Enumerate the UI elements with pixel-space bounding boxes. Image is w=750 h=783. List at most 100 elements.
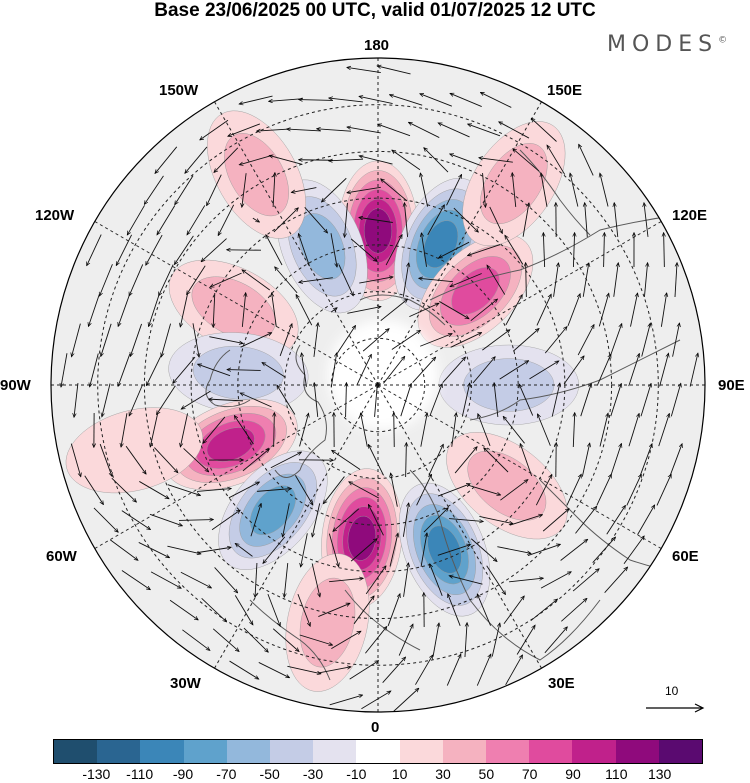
wind-arrow [252,217,259,222]
wind-arrow [242,173,247,207]
wind-arrow [359,156,393,165]
wind-arrow [304,206,328,232]
wind-arrow [129,264,144,295]
wind-arrow [350,238,377,261]
meridian-line [377,384,542,669]
wind-arrow [361,691,390,710]
wind-arrow [609,324,621,357]
wind-arrow [269,98,303,102]
colorbar-swatch [486,740,530,763]
wind-arrow [150,413,159,446]
wind-arrow [125,445,146,474]
wind-arrow [404,203,409,237]
wind-arrow [487,265,506,295]
wind-arrow [389,533,398,567]
wind-arrow [329,98,363,103]
wind-arrow [530,599,557,622]
colorbar-tick-label: -70 [216,766,237,782]
wind-arrow [428,445,443,476]
wind-arrow [185,146,208,173]
wind-arrow [450,333,482,348]
wind-arrow [420,413,427,447]
wind-arrow [393,688,418,712]
wind-arrow [287,129,321,131]
wind-arrow [412,357,436,383]
wind-arrow [275,267,298,294]
wind-arrow [258,662,289,677]
wind-arrow [626,475,641,506]
wind-arrow [365,627,386,654]
wind-arrow [362,329,389,352]
wind-arrow [257,128,291,131]
wind-arrow [302,353,307,387]
wind-arrow [333,508,360,531]
anomaly-contour [299,577,356,668]
wind-arrow [228,123,261,136]
wind-arrow [180,571,211,588]
wind-arrow [512,173,517,207]
colorbar-tick-label: 110 [605,766,628,782]
wind-arrow [402,503,408,537]
wind-arrow [240,393,272,408]
wind-arrow [200,119,229,139]
wind-arrow [347,186,381,192]
modes-logo: MODES© [607,32,727,57]
colorbar-tick-label: -30 [302,766,324,782]
wind-arrow [477,594,491,626]
wind-arrow [130,323,142,356]
wind-arrow [175,175,194,205]
wind-arrow [419,278,453,283]
map-title: Base 23/06/2025 00 UTC, valid 01/07/2025… [154,0,596,21]
wind-arrow [161,323,172,357]
wind-arrow [74,383,79,417]
colorbar-swatch [399,740,443,763]
wind-arrow [481,93,512,108]
wind-arrow [317,129,351,132]
wind-arrow [628,414,639,447]
wind-arrow [409,303,438,318]
wind-arrow [365,566,386,595]
colorbar-tick-label: -90 [172,766,194,782]
wind-arrow [257,489,291,492]
lon-label-30e: 30E [548,675,575,692]
wind-arrow [157,385,176,414]
wind-arrow [346,383,347,418]
meridian-line [94,221,379,386]
wind-arrow [429,384,442,417]
wind-arrow [566,475,581,506]
wind-arrow [347,127,381,134]
wind-arrow [121,510,150,530]
lon-label-90w: 90W [0,377,31,394]
wind-arrow [359,96,393,105]
wind-arrow [118,293,131,326]
wind-arrow [542,509,569,532]
wind-arrow [157,205,176,234]
colorbar-tick-label: 70 [521,766,538,782]
latitude-circle [284,291,472,479]
wind-arrow [178,520,213,521]
wind-arrow [420,334,452,347]
wind-arrow [150,571,181,588]
wind-arrow [628,354,640,387]
lon-label-120w: 120W [35,207,75,224]
wind-arrow [639,444,652,477]
wind-arrow [599,413,608,447]
wind-arrow [336,326,356,355]
anomaly-contour [65,407,203,494]
wind-arrow [505,236,524,265]
colorbar-tick-label: 50 [478,766,495,782]
wind-arrow [585,203,588,237]
wind-arrow [169,599,198,620]
wind-arrow [240,333,272,348]
wind-arrow [664,233,665,268]
wind-arrow [482,173,486,207]
wind-arrow [284,563,289,597]
wind-arrow [312,503,321,536]
wind-arrow [461,383,469,417]
wind-arrow [173,356,196,383]
wind-arrow [330,353,336,387]
wind-arrow [582,263,589,297]
wind-arrow [439,301,468,318]
wind-arrow [349,661,379,680]
wind-arrow [391,473,398,507]
